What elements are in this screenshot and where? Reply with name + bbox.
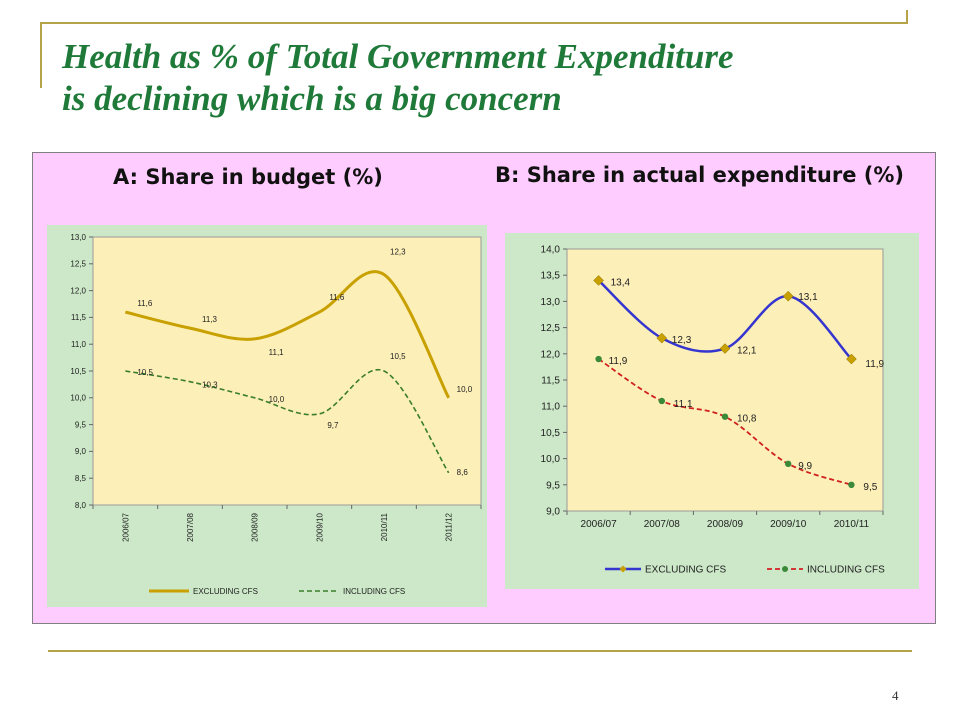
chart-b-y-tick-label: 10,0 [541,454,561,465]
chart-b-data-point-excluding-cfs [782,290,794,302]
charts-panel: A: Share in budget (%) B: Share in actua… [32,152,936,624]
chart-b-data-label: 13,4 [611,277,631,288]
chart-b-y-tick-label: 13,5 [541,271,561,282]
chart-a-data-label: 10,0 [269,395,285,404]
chart-a-data-label: 11,6 [137,299,153,308]
chart-b-data-label: 12,3 [672,335,692,346]
chart-b-y-tick-label: 14,0 [541,245,561,256]
slide-title-line-1: Health as % of Total Government Expendit… [62,37,734,76]
chart-b-data-label: 11,9 [609,356,628,367]
chart-b-data-label: 11,9 [865,359,884,370]
chart-a-data-label: 10,3 [202,381,218,390]
top-right-decoration-tick [906,10,908,24]
chart-a-y-tick-label: 9,0 [75,447,87,456]
chart-b-data-label: 12,1 [737,346,757,357]
chart-a-data-label: 8,6 [457,468,469,477]
chart-a-series-line-excluding-cfs [124,270,450,399]
chart-b-y-tick-label: 9,5 [546,480,560,491]
chart-b-data-label: 9,5 [863,482,877,493]
chart-b-x-tick-label: 2009/10 [770,519,807,530]
chart-b-y-tick-label: 11,5 [541,376,560,387]
chart-b-plot-area [566,248,884,512]
chart-b-legend-marker [782,566,788,572]
top-decoration-line [40,22,908,24]
top-decoration-vertical [40,22,42,88]
chart-b-x-tick-label: 2006/07 [581,519,618,530]
chart-b-y-tick-label: 9,0 [546,507,560,518]
chart-a-y-tick-label: 11,0 [71,340,87,349]
chart-a-legend-label: INCLUDING CFS [343,587,405,596]
chart-b-y-tick-label: 10,5 [541,428,561,439]
chart-b-data-point-including-cfs [785,460,792,468]
chart-a-data-label: 10,0 [457,385,473,394]
chart-a-x-tick-label: 2011/12 [445,512,454,541]
chart-a-legend-label: EXCLUDING CFS [193,587,258,596]
chart-a-data-label: 9,7 [327,421,339,430]
chart-a-x-tick-label: 2009/10 [315,512,324,541]
chart-b-legend-marker [619,565,627,573]
chart-a-y-tick-label: 9,5 [75,420,87,429]
chart-a-svg: 13,0 12,5 12,0 11,5 11,0 10,5 10,0 9,5 9,0 8,5 8,0… [70,233,482,596]
chart-a-plot-area [92,236,482,506]
chart-a-x-tick-label: 2008/09 [251,512,260,541]
bottom-decoration-line [48,650,912,652]
chart-b-data-point-including-cfs [595,355,602,363]
chart-b-y-tick-label: 12,0 [541,349,561,360]
chart-b-data-point-including-cfs [658,397,665,405]
chart-a-data-label: 12,3 [390,248,406,257]
chart-a-series-line-including-cfs [125,368,450,474]
chart-b-x-tick-label: 2007/08 [644,519,681,530]
chart-b-data-label: 13,1 [798,292,818,303]
chart-b-y-tick-label: 12,5 [541,323,561,334]
chart-b-legend-label: EXCLUDING CFS [645,565,726,576]
chart-a-data-label: 11,6 [329,293,345,302]
chart-b-series-line-including-cfs [598,358,852,486]
page-number: 4 [892,688,899,703]
chart-b-data-label: 10,8 [737,414,757,425]
chart-b-data-point-including-cfs [721,413,729,420]
slide-title: Health as % of Total Government Expendit… [62,36,942,120]
chart-b-y-tick-label: 13,0 [541,297,561,308]
chart-a-data-label: 10,5 [137,368,153,377]
chart-b-container: 14,0 13,5 13,0 12,5 12,0 11,5 11,0 10,5 10,0 9,5 9… [505,233,919,589]
slide-title-line-2: is declining which is a big concern [62,79,562,118]
chart-b-y-tick-label: 11,0 [541,402,560,413]
chart-b-data-point-excluding-cfs [846,353,857,365]
chart-a-container: 13,0 12,5 12,0 11,5 11,0 10,5 10,0 9,5 9,0 8,5 8,0… [47,225,487,607]
chart-b-data-point-excluding-cfs [656,332,668,344]
chart-b-svg: 14,0 13,5 13,0 12,5 12,0 11,5 11,0 10,5 10,0 9,5 9… [541,245,886,576]
chart-b-legend-label: INCLUDING CFS [807,565,885,576]
chart-b-x-tick-label: 2008/09 [707,519,744,530]
chart-a-y-tick-label: 8,0 [75,501,87,510]
chart-a-data-label: 11,1 [269,348,285,357]
chart-b-data-point-excluding-cfs [593,275,604,286]
chart-a-y-tick-label: 12,0 [70,286,86,295]
chart-a-y-tick-label: 12,5 [70,260,86,269]
chart-a-y-tick-label: 10,0 [70,394,86,403]
chart-a-y-tick-label: 10,5 [70,367,86,376]
chart-a-data-label: 10,5 [390,352,406,361]
chart-b-data-point-including-cfs [848,481,855,488]
chart-a-y-tick-label: 8,5 [75,474,87,483]
chart-b-data-label: 11,1 [674,399,693,410]
chart-a-x-tick-label: 2007/08 [186,512,195,541]
chart-b-data-label: 9,9 [798,461,812,472]
chart-a-data-label: 11,3 [202,315,218,324]
chart-b-heading: B: Share in actual expenditure (%) [495,163,904,187]
chart-a-heading: A: Share in budget (%) [113,165,383,189]
chart-b-x-tick-label: 2010/11 [834,519,870,530]
chart-a-y-tick-label: 13,0 [70,233,86,242]
chart-a-x-tick-label: 2010/11 [380,512,389,541]
chart-a-x-tick-label: 2006/07 [121,512,130,541]
chart-a-y-tick-label: 11,5 [71,313,87,322]
chart-b-data-point-excluding-cfs [719,343,731,354]
